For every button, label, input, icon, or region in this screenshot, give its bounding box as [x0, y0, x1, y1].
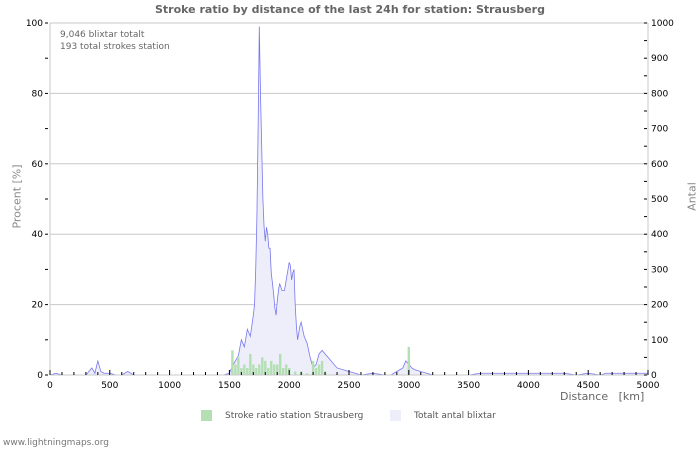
- svg-text:20: 20: [32, 301, 44, 311]
- svg-text:1500: 1500: [218, 381, 241, 391]
- svg-text:1000: 1000: [651, 19, 674, 29]
- svg-text:3000: 3000: [397, 381, 420, 391]
- grid-lines: [50, 22, 648, 376]
- legend-item-total: Totalt antal blixtar: [390, 410, 496, 421]
- chart-title: Stroke ratio by distance of the last 24h…: [155, 3, 545, 16]
- svg-text:100: 100: [26, 19, 43, 29]
- svg-text:1000: 1000: [158, 381, 181, 391]
- svg-text:80: 80: [32, 89, 44, 99]
- annotation-station: 193 total strokes station: [60, 42, 170, 52]
- x-axis-label: Distance [km]: [560, 390, 645, 403]
- svg-text:4000: 4000: [517, 381, 540, 391]
- legend-item-stroke-ratio: Stroke ratio station Strausberg: [201, 410, 363, 421]
- svg-text:0: 0: [651, 371, 657, 381]
- legend-label: Totalt antal blixtar: [414, 410, 496, 421]
- svg-text:40: 40: [32, 230, 44, 240]
- svg-text:100: 100: [651, 336, 668, 346]
- svg-text:700: 700: [651, 125, 668, 135]
- svg-text:60: 60: [32, 160, 44, 170]
- svg-text:200: 200: [651, 301, 668, 311]
- axes: 0 500 1000 1500 2000 2500 3000 3500 4000 4500 5000…: [26, 19, 674, 391]
- svg-text:500: 500: [101, 381, 118, 391]
- annotation-total: 9,046 blixtar totalt: [60, 30, 145, 40]
- svg-text:400: 400: [651, 230, 668, 240]
- svg-text:300: 300: [651, 265, 668, 275]
- svg-text:2500: 2500: [338, 381, 361, 391]
- svg-text:600: 600: [651, 160, 668, 170]
- total-strokes-area: [49, 26, 648, 376]
- y-axis-left-label: Procent [%]: [10, 164, 24, 229]
- legend-swatch-blue: [390, 410, 401, 421]
- y-axis-right-label: Antal: [685, 182, 699, 211]
- footer-link[interactable]: www.lightningmaps.org: [3, 438, 109, 448]
- svg-text:800: 800: [651, 89, 668, 99]
- svg-text:2000: 2000: [278, 381, 301, 391]
- svg-text:0: 0: [37, 371, 43, 381]
- legend-label: Stroke ratio station Strausberg: [225, 410, 364, 421]
- stroke-ratio-bars: [231, 346, 410, 375]
- svg-text:5000: 5000: [637, 381, 660, 391]
- svg-text:0: 0: [47, 381, 53, 391]
- svg-text:900: 900: [651, 54, 668, 64]
- legend-swatch-green: [201, 410, 212, 421]
- svg-text:4500: 4500: [577, 381, 600, 391]
- svg-text:500: 500: [651, 195, 668, 205]
- svg-text:3500: 3500: [457, 381, 480, 391]
